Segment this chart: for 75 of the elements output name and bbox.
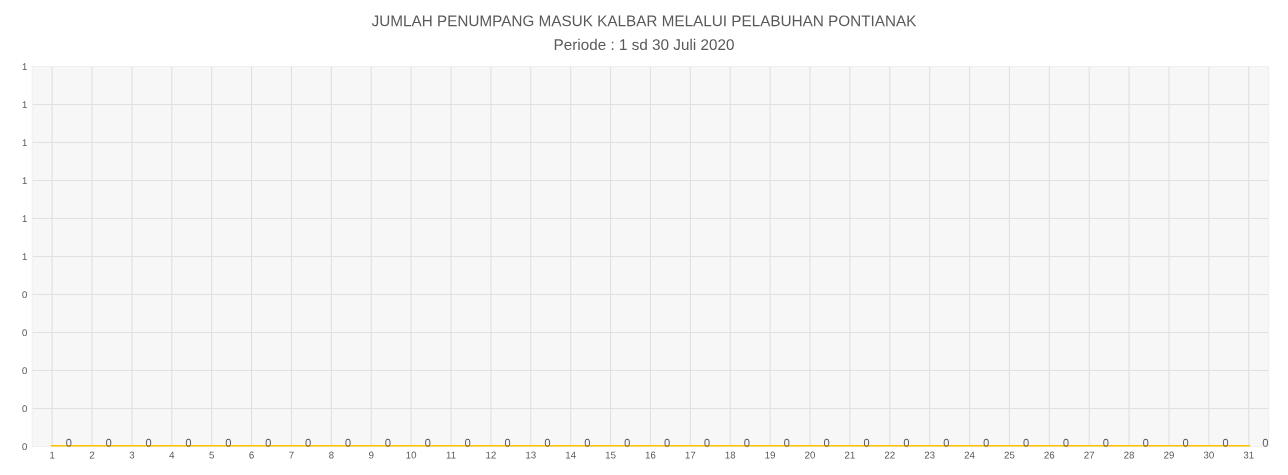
x-tick-label: 18	[725, 451, 736, 459]
data-label: 0	[385, 438, 391, 447]
x-tick-label: 25	[1004, 451, 1015, 459]
data-label: 0	[225, 438, 232, 447]
x-tick-label: 13	[526, 451, 536, 459]
x-tick-label: 9	[368, 451, 374, 459]
chart-subtitle: Periode : 1 sd 30 Juli 2020	[554, 38, 734, 51]
data-label: 0	[1143, 438, 1149, 447]
y-tick-label: 0	[22, 367, 27, 375]
x-tick-label: 31	[1243, 451, 1254, 459]
y-tick-label: 0	[22, 329, 27, 337]
data-label: 0	[305, 438, 311, 447]
data-label: 0	[983, 438, 989, 447]
data-label: 0	[1063, 438, 1069, 447]
data-label: 0	[465, 438, 471, 447]
data-label: 0	[1023, 438, 1029, 447]
data-label: 0	[185, 438, 192, 447]
x-tick-label: 29	[1164, 451, 1174, 459]
y-tick-label: 1	[22, 139, 27, 147]
data-label: 0	[584, 438, 590, 447]
x-tick-label: 23	[924, 451, 935, 459]
y-tick-label: 1	[22, 253, 27, 261]
x-tick-label: 7	[289, 451, 294, 459]
x-tick-label: 4	[169, 451, 175, 459]
data-label: 0	[145, 438, 152, 447]
data-label: 0	[1222, 438, 1229, 447]
data-label: 0	[624, 438, 630, 447]
data-label: 0	[903, 438, 910, 447]
x-tick-label: 15	[605, 451, 616, 459]
data-label: 0	[784, 438, 790, 447]
x-tick-label: 20	[805, 451, 816, 459]
data-label: 0	[106, 438, 112, 447]
y-tick-label: 1	[22, 215, 27, 223]
data-label: 0	[664, 438, 670, 447]
y-tick-label: 0	[22, 405, 27, 413]
x-tick-label: 2	[89, 451, 95, 459]
x-tick-label: 1	[50, 451, 55, 459]
data-label: 0	[66, 438, 72, 447]
data-label: 0	[863, 438, 870, 447]
data-label: 0	[425, 438, 431, 447]
data-label: 0	[1182, 438, 1189, 447]
chart-title: JUMLAH PENUMPANG MASUK KALBAR MELALUI PELABUHAN PONTIANAK	[371, 15, 917, 27]
x-tick-label: 27	[1084, 451, 1095, 459]
x-tick-label: 5	[209, 451, 214, 459]
x-tick-label: 28	[1124, 451, 1135, 459]
x-tick-label: 19	[765, 451, 776, 459]
data-label: 0	[504, 438, 511, 447]
data-label: 0	[265, 438, 271, 447]
y-tick-label: 0	[22, 291, 27, 299]
y-tick-label: 1	[22, 63, 27, 71]
x-tick-label: 17	[685, 451, 696, 459]
x-tick-label: 16	[645, 451, 656, 459]
data-label: 0	[824, 438, 830, 447]
y-tick-label: 1	[22, 177, 27, 185]
x-tick-label: 10	[406, 451, 417, 459]
x-tick-label: 3	[129, 451, 135, 459]
x-tick-label: 26	[1044, 451, 1055, 459]
data-label: 0	[1103, 438, 1109, 447]
x-tick-label: 8	[329, 451, 334, 459]
data-label: 0	[1262, 438, 1269, 447]
data-label: 0	[744, 438, 750, 447]
data-label: 0	[544, 438, 551, 447]
x-tick-label: 30	[1203, 451, 1214, 459]
data-label: 0	[943, 438, 949, 447]
y-tick-label: 0	[22, 443, 27, 451]
x-tick-label: 14	[566, 451, 576, 459]
x-tick-label: 24	[964, 451, 975, 459]
data-label: 0	[704, 438, 710, 447]
y-tick-label: 1	[22, 101, 27, 109]
x-tick-label: 12	[486, 451, 496, 459]
x-tick-label: 6	[249, 451, 254, 459]
data-label: 0	[345, 438, 351, 447]
x-tick-label: 11	[446, 451, 456, 459]
x-tick-label: 22	[884, 451, 895, 459]
x-tick-label: 21	[844, 451, 855, 459]
